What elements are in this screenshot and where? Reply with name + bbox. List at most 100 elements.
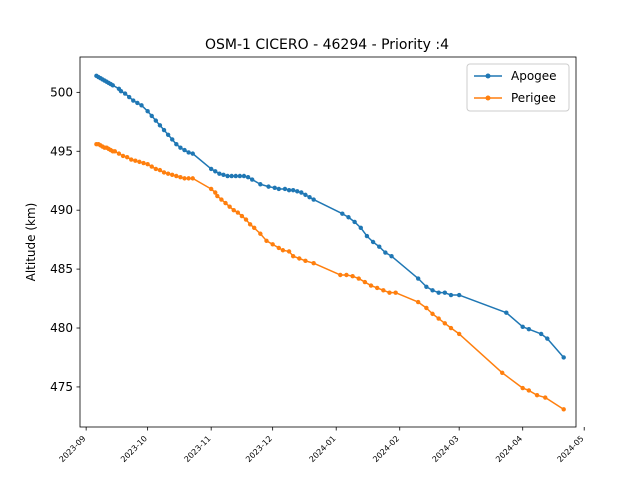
data-point-perigee xyxy=(170,172,175,178)
data-point-perigee xyxy=(219,197,224,202)
data-point-apogee xyxy=(286,187,292,193)
data-point-apogee xyxy=(561,355,566,360)
y-tick-label: 485 xyxy=(50,262,73,276)
data-point-perigee xyxy=(344,272,349,278)
data-point-perigee xyxy=(500,370,505,375)
data-point-perigee xyxy=(124,154,130,160)
data-point-perigee xyxy=(311,261,316,266)
data-point-apogee xyxy=(272,185,277,190)
data-point-apogee xyxy=(241,173,247,179)
data-point-apogee xyxy=(389,253,394,259)
data-point-apogee xyxy=(448,292,454,298)
data-point-perigee xyxy=(231,207,236,213)
data-point-apogee xyxy=(126,94,132,100)
data-point-apogee xyxy=(303,192,308,198)
data-point-perigee xyxy=(235,210,241,215)
data-point-apogee xyxy=(364,233,370,239)
data-point-apogee xyxy=(170,137,175,142)
data-point-perigee xyxy=(258,231,263,236)
data-point-perigee xyxy=(543,395,548,400)
y-axis: 475 480 485 490 495 500 xyxy=(50,85,80,394)
data-point-apogee xyxy=(213,169,218,174)
data-point-perigee xyxy=(534,392,540,398)
data-point-perigee xyxy=(120,153,126,159)
y-tick-label: 480 xyxy=(50,321,73,335)
data-point-perigee xyxy=(456,331,462,337)
data-point-apogee xyxy=(526,327,532,332)
data-point-perigee xyxy=(264,238,269,244)
data-point-apogee xyxy=(110,83,115,88)
data-point-perigee xyxy=(276,245,282,251)
data-point-perigee xyxy=(350,273,355,279)
series-line-perigee xyxy=(96,143,565,410)
data-point-perigee xyxy=(387,290,392,295)
data-point-apogee xyxy=(135,100,140,106)
data-point-perigee xyxy=(424,305,429,311)
data-point-apogee xyxy=(245,174,251,180)
data-point-apogee xyxy=(415,276,421,281)
data-point-apogee xyxy=(538,331,544,337)
data-point-apogee xyxy=(258,182,263,187)
data-point-perigee xyxy=(243,217,249,222)
data-point-perigee xyxy=(356,276,361,281)
data-point-apogee xyxy=(118,88,124,94)
data-point-perigee xyxy=(520,385,525,391)
data-point-apogee xyxy=(178,145,183,150)
data-point-apogee xyxy=(520,324,525,330)
data-point-apogee xyxy=(299,190,304,195)
data-point-apogee xyxy=(161,127,167,133)
data-point-perigee xyxy=(280,248,286,253)
data-point-perigee xyxy=(149,164,154,169)
data-point-perigee xyxy=(227,204,232,209)
data-point-perigee xyxy=(145,162,150,167)
data-point-apogee xyxy=(149,113,154,119)
data-point-apogee xyxy=(182,147,187,153)
data-point-apogee xyxy=(504,310,509,315)
legend-label-apogee: Apogee xyxy=(511,69,557,83)
legend: Apogee Perigee xyxy=(466,63,570,112)
data-point-apogee xyxy=(430,288,435,293)
data-point-apogee xyxy=(545,336,550,341)
data-point-perigee xyxy=(239,213,245,219)
legend-marker-apogee xyxy=(485,73,491,79)
data-point-perigee xyxy=(133,158,138,163)
data-point-perigee xyxy=(368,283,374,288)
data-point-apogee xyxy=(311,197,316,202)
data-point-apogee xyxy=(221,172,226,178)
chart-title: OSM-1 CICERO - 46294 - Priority :4 xyxy=(205,37,449,53)
data-point-perigee xyxy=(338,272,343,278)
data-point-apogee xyxy=(153,118,159,123)
data-point-perigee xyxy=(174,173,179,179)
data-point-perigee xyxy=(381,288,386,293)
x-tick-label: 2024-03 xyxy=(431,434,461,464)
x-tick-label: 2024-02 xyxy=(371,434,401,464)
y-tick-label: 490 xyxy=(50,203,73,217)
data-point-apogee xyxy=(122,91,128,96)
data-point-perigee xyxy=(153,166,159,172)
x-tick-label: 2023-12 xyxy=(244,434,274,464)
x-tick-label: 2024-01 xyxy=(308,434,338,464)
data-point-perigee xyxy=(286,249,292,254)
data-point-apogee xyxy=(190,151,195,156)
series-apogee xyxy=(94,73,566,360)
data-point-perigee xyxy=(112,149,118,154)
data-point-perigee xyxy=(190,176,195,181)
data-point-apogee xyxy=(370,239,376,245)
data-point-perigee xyxy=(303,258,308,264)
data-point-apogee xyxy=(377,244,382,249)
x-tick-label: 2024-05 xyxy=(556,434,586,464)
data-point-apogee xyxy=(217,171,222,176)
data-point-perigee xyxy=(137,159,142,165)
data-point-perigee xyxy=(270,242,275,247)
y-tick-label: 475 xyxy=(50,380,73,394)
data-point-apogee xyxy=(282,186,288,192)
data-point-apogee xyxy=(157,123,163,128)
data-point-apogee xyxy=(340,211,345,216)
data-point-apogee xyxy=(358,225,363,231)
data-point-perigee xyxy=(208,186,214,192)
data-point-apogee xyxy=(186,150,191,155)
series-line-apogee xyxy=(96,75,565,358)
data-point-apogee xyxy=(352,219,357,225)
data-point-perigee xyxy=(448,325,454,331)
